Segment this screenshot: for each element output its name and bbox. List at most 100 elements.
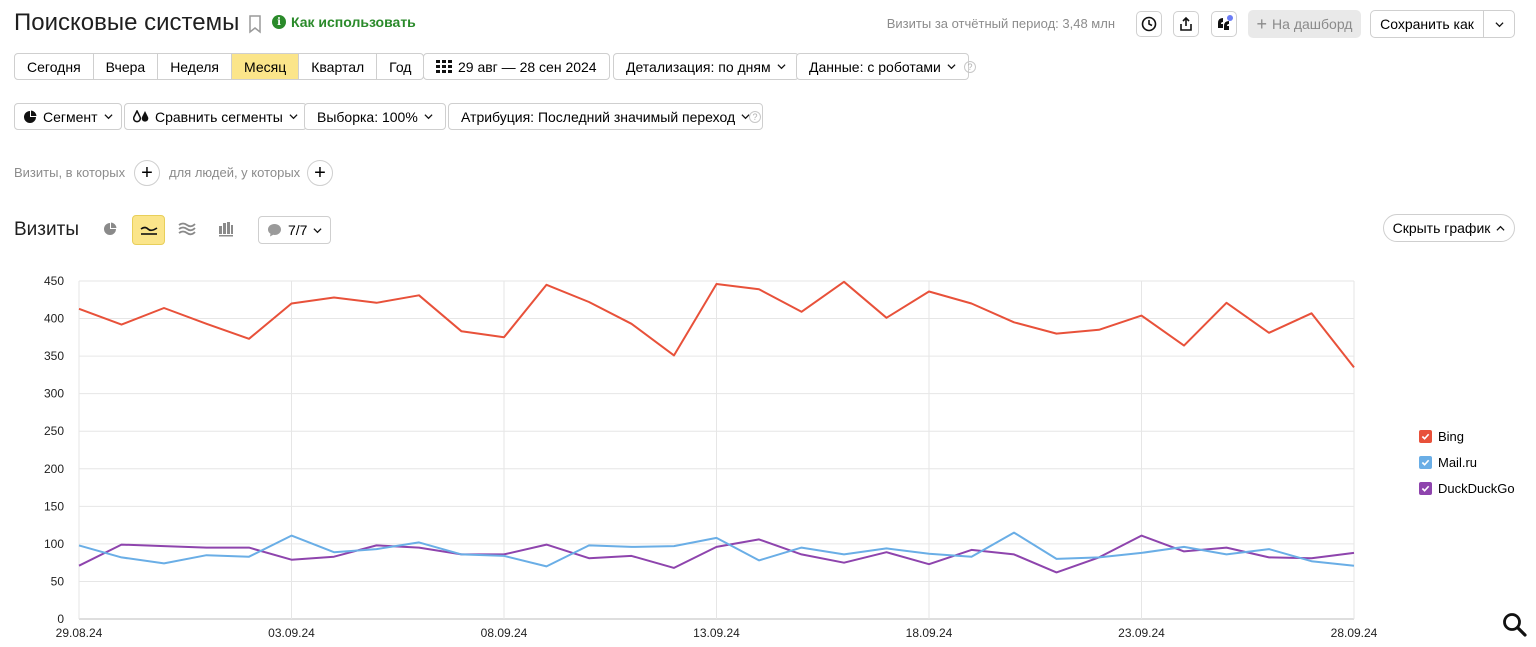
comment-icon [268,224,281,237]
x-tick-label: 28.09.24 [1331,626,1378,640]
y-tick-label: 200 [44,462,64,476]
x-tick-label: 03.09.24 [268,626,315,640]
period-week[interactable]: Неделя [158,54,233,79]
add-visit-filter-button[interactable]: + [134,160,160,186]
y-tick-label: 250 [44,424,64,438]
compare-segments-icon [133,109,149,122]
chevron-down-icon [741,114,750,120]
data-mode-label: Данные: с роботами [809,58,941,75]
detail-dropdown[interactable]: Детализация: по дням [613,53,799,80]
period-selector[interactable]: Сегодня Вчера Неделя Месяц Квартал Год [14,53,425,80]
ai-assistant-icon [1218,15,1233,30]
y-tick-label: 450 [44,274,64,288]
chart-legend: Bing Mail.ru DuckDuckGo [1419,426,1515,498]
series-line-bing [78,280,1355,369]
howto-link[interactable]: i Как использовать [272,14,416,30]
x-tick-label: 23.09.24 [1118,626,1165,640]
legend-item[interactable]: DuckDuckGo [1419,478,1515,498]
page-title: Поисковые системы [14,9,240,36]
period-month[interactable]: Месяц [232,54,300,79]
check-icon[interactable] [1419,429,1432,443]
series-line-duckduckgo [78,534,1355,574]
pie-segment-icon [24,110,37,123]
pie-chart-button[interactable] [95,215,125,243]
visits-filter-label: Визиты, в которых [14,165,126,180]
check-icon[interactable] [1419,455,1432,469]
y-tick-label: 400 [44,312,64,326]
history-icon [1141,16,1157,32]
period-yesterday[interactable]: Вчера [94,54,159,79]
legend-label: DuckDuckGo [1438,480,1515,496]
series-selector[interactable]: 7/7 [258,216,332,244]
legend-label: Mail.ru [1438,454,1478,470]
line-chart[interactable]: 0 50 100 150 200 250 300 350 400 450 29.08.24 03.09… [0,260,1400,647]
period-year[interactable]: Год [389,58,412,75]
howto-label: Как использовать [291,14,416,30]
chevron-down-icon [947,64,956,70]
line-chart-icon [140,226,157,235]
save-as-label[interactable]: Сохранить как [1371,11,1484,37]
share-button[interactable] [1173,11,1199,37]
segment-dropdown[interactable]: Сегмент [14,103,122,130]
chevron-down-icon [104,114,113,120]
y-tick-label: 350 [44,349,64,363]
help-icon[interactable]: ? [964,61,976,73]
bar-chart-icon [219,222,233,237]
chevron-down-icon [1494,21,1504,27]
legend-item[interactable]: Bing [1419,426,1515,446]
x-tick-label: 08.09.24 [481,626,528,640]
chevron-down-icon [289,114,298,120]
line-chart-button[interactable] [132,215,165,245]
save-as-button[interactable]: Сохранить как [1370,10,1515,38]
bookmark-icon[interactable] [246,14,264,34]
visits-total: Визиты за отчётный период: 3,48 млн [886,16,1115,31]
x-tick-label: 18.09.24 [906,626,953,640]
y-tick-label: 0 [57,612,64,626]
period-today[interactable]: Сегодня [15,54,94,79]
period-quarter[interactable]: Квартал [299,54,378,79]
check-icon[interactable] [1419,481,1432,495]
date-range-button[interactable]: 29 авг — 28 сен 2024 [423,53,610,80]
sample-label: Выборка: 100% [317,108,418,125]
share-icon [1180,16,1192,31]
plus-icon: + [141,162,153,184]
save-as-dropdown[interactable] [1484,11,1514,37]
dashboard-label: На дашборд [1272,16,1353,32]
add-people-filter-button[interactable]: + [307,160,333,186]
x-tick-label: 29.08.24 [56,626,103,640]
hide-chart-button[interactable]: Скрыть график [1383,214,1515,242]
add-to-dashboard-button[interactable]: + На дашборд [1248,10,1361,38]
info-icon: i [272,15,286,29]
detail-label: Детализация: по дням [626,58,771,75]
area-chart-icon [178,222,196,236]
series-count: 7/7 [288,222,308,238]
chevron-up-icon [1496,225,1505,231]
y-tick-label: 150 [44,499,64,513]
history-button[interactable] [1136,11,1162,37]
compare-segments-dropdown[interactable]: Сравнить сегменты [124,103,307,130]
y-tick-label: 100 [44,537,64,551]
bar-chart-button[interactable] [211,215,241,243]
attribution-label: Атрибуция: Последний значимый переход [461,108,736,125]
pie-chart-icon [104,222,117,235]
sample-dropdown[interactable]: Выборка: 100% [304,103,446,130]
chevron-down-icon [313,227,323,233]
search-icon[interactable] [1502,612,1528,638]
series-line-mailru [78,531,1355,568]
chevron-down-icon [777,64,786,70]
legend-item[interactable]: Mail.ru [1419,452,1515,472]
people-filter-label: для людей, у которых [169,165,301,180]
data-mode-dropdown[interactable]: Данные: с роботами [796,53,969,80]
plus-icon: + [1256,14,1268,34]
segment-label: Сегмент [43,108,98,125]
ai-assistant-button[interactable] [1211,11,1237,37]
area-chart-button[interactable] [172,215,202,243]
x-tick-label: 13.09.24 [693,626,740,640]
hide-chart-label: Скрыть график [1392,220,1491,236]
help-icon[interactable]: ? [749,111,761,123]
chart-title: Визиты [14,219,79,240]
legend-label: Bing [1438,428,1465,444]
compare-label: Сравнить сегменты [155,108,283,125]
date-range-label: 29 авг — 28 сен 2024 [458,58,597,75]
attribution-dropdown[interactable]: Атрибуция: Последний значимый переход [448,103,764,130]
